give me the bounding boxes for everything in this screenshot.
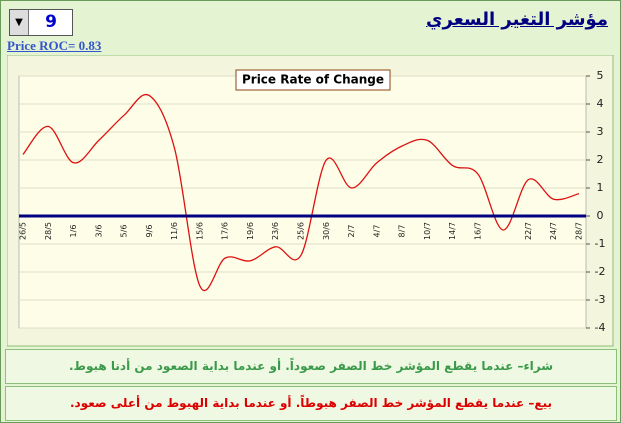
period-select[interactable]: ▼ 9: [9, 9, 73, 36]
x-tick-label: 19/6: [246, 222, 255, 240]
chart-title: Price Rate of Change: [242, 73, 384, 87]
chart: -4 -3 -2 -1 0 1 2 3 4 5 26/5 28/5 1/6 3/6 5/6 9/6 11/6 15…: [7, 55, 614, 347]
y-tick-label: 2: [597, 153, 604, 166]
roc-label: Price ROC= 0.83: [7, 38, 102, 53]
x-tick-label: 25/6: [297, 222, 306, 240]
x-tick-label: 14/7: [448, 222, 457, 240]
y-tick-label: -3: [595, 293, 606, 306]
x-tick-label: 5/6: [120, 225, 129, 238]
x-tick-label: 17/6: [221, 222, 230, 240]
y-tick-label: 1: [597, 181, 604, 194]
y-tick-label: 5: [597, 69, 604, 82]
y-tick-label: 3: [597, 125, 604, 138]
x-tick-label: 26/5: [19, 222, 28, 240]
dropdown-button[interactable]: ▼: [10, 10, 29, 35]
chart-title-box: Price Rate of Change: [235, 69, 391, 91]
x-tick-label: 22/7: [524, 222, 533, 240]
x-tick-label: 11/6: [170, 222, 179, 240]
x-tick-label: 28/5: [44, 222, 53, 240]
chart-title-frame: [235, 69, 391, 91]
x-tick-label: 16/7: [473, 222, 482, 240]
x-tick-label: 15/6: [195, 222, 204, 240]
page-title: مؤشر التغير السعري: [426, 9, 608, 30]
y-tick-label: -1: [595, 237, 606, 250]
x-tick-label: 3/6: [94, 225, 103, 238]
sell-panel: بيع– عندما يقطع المؤشر خط الصفر هبوطاً. …: [5, 386, 617, 421]
x-tick-label: 1/6: [69, 225, 78, 238]
y-tick-label: 0: [597, 209, 604, 222]
x-tick-label: 9/6: [145, 225, 154, 238]
sell-note: بيع– عندما يقطع المؤشر خط الصفر هبوطاً. …: [70, 396, 552, 410]
x-tick-label: 4/7: [372, 225, 381, 238]
x-tick-label: 23/6: [271, 222, 280, 240]
x-tick-label: 30/6: [322, 222, 331, 240]
y-tick-label: -4: [595, 321, 606, 334]
x-tick-label: 8/7: [398, 225, 407, 238]
x-tick-label: 24/7: [549, 222, 558, 240]
x-tick-label: 10/7: [423, 222, 432, 240]
buy-panel: شراء– عندما يقطع المؤشر خط الصفر صعوداً.…: [5, 349, 617, 384]
y-tick-label: 4: [597, 97, 604, 110]
plot-area: [18, 75, 587, 329]
y-tick-label: -2: [595, 265, 606, 278]
x-tick-label: 2/7: [347, 225, 356, 238]
x-tick-label: 28/7: [575, 222, 584, 240]
buy-note: شراء– عندما يقطع المؤشر خط الصفر صعوداً.…: [68, 359, 554, 373]
series-line: [22, 93, 580, 291]
period-value: 9: [45, 12, 57, 32]
